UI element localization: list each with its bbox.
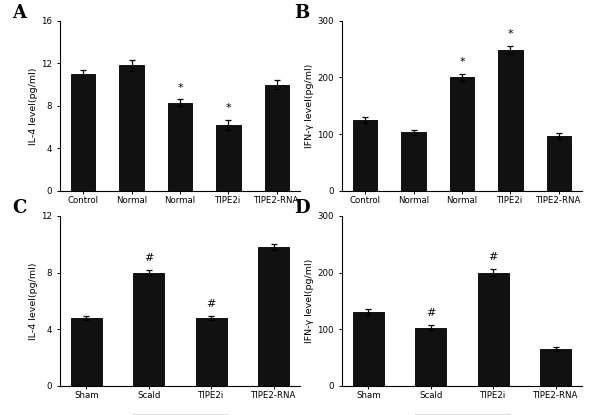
Bar [258, 247, 289, 386]
Y-axis label: IL-4 level(pg/ml): IL-4 level(pg/ml) [29, 262, 38, 339]
Text: *: * [226, 103, 231, 113]
Text: D: D [294, 199, 310, 217]
Bar [133, 273, 164, 386]
Text: #: # [426, 308, 436, 318]
Text: #: # [206, 299, 216, 309]
Y-axis label: IFN-γ level(pg/ml): IFN-γ level(pg/ml) [305, 259, 314, 343]
Bar [499, 50, 523, 191]
Bar [547, 136, 571, 191]
Bar [450, 78, 474, 191]
Y-axis label: IL-4 level(pg/ml): IL-4 level(pg/ml) [29, 67, 38, 144]
Bar [119, 66, 143, 191]
Text: B: B [294, 4, 309, 22]
Bar [353, 312, 384, 386]
Text: #: # [488, 252, 498, 262]
Text: C: C [12, 199, 26, 217]
Text: *: * [459, 57, 465, 67]
Bar [217, 125, 241, 191]
Text: #: # [144, 253, 154, 263]
Text: *: * [508, 29, 513, 39]
Bar [401, 132, 425, 191]
Bar [540, 349, 571, 386]
Text: HMGB1: HMGB1 [443, 228, 481, 237]
Bar [265, 85, 289, 191]
Y-axis label: IFN-γ level(pg/ml): IFN-γ level(pg/ml) [305, 63, 314, 148]
Bar [415, 327, 446, 386]
Bar [196, 318, 227, 386]
Bar [71, 318, 102, 386]
Text: *: * [177, 83, 183, 93]
Bar [353, 120, 377, 191]
Bar [478, 273, 509, 386]
Text: HMGB1: HMGB1 [161, 228, 199, 237]
Bar [71, 74, 95, 191]
Bar [168, 103, 192, 191]
Text: A: A [12, 4, 26, 22]
